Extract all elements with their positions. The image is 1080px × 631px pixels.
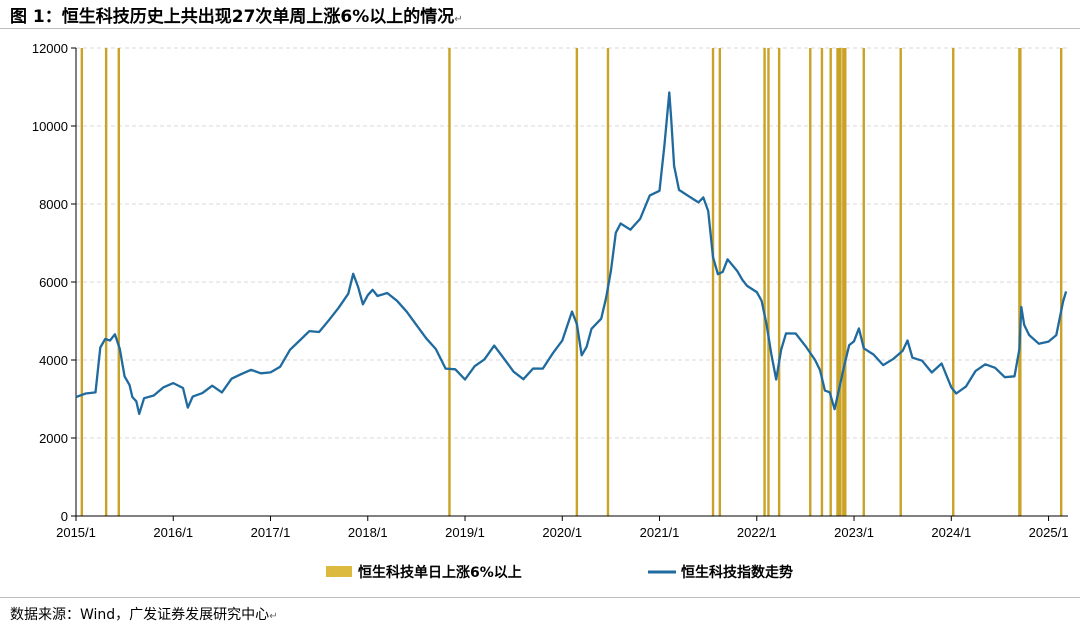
title-divider bbox=[0, 28, 1080, 29]
surge-week-bar bbox=[809, 48, 812, 516]
legend-label-index: 恒生科技指数走势 bbox=[681, 564, 793, 581]
surge-week-bar bbox=[1059, 48, 1063, 516]
index-series-line bbox=[75, 91, 1068, 416]
surge-week-bar bbox=[575, 48, 579, 516]
y-tick-label: 2000 bbox=[39, 431, 68, 446]
surge-week-bar bbox=[777, 48, 781, 516]
x-tick-label: 2022/1 bbox=[737, 525, 777, 540]
x-tick-label: 2019/1 bbox=[445, 525, 485, 540]
x-tick-label: 2018/1 bbox=[348, 525, 388, 540]
x-tick-label: 2020/1 bbox=[542, 525, 582, 540]
y-tick-label: 4000 bbox=[39, 353, 68, 368]
surge-week-bar bbox=[718, 48, 722, 516]
surge-week-bar bbox=[448, 48, 451, 516]
source-text: 数据来源：Wind，广发证券发展研究中心 bbox=[10, 607, 270, 623]
x-tick-label: 2016/1 bbox=[153, 525, 193, 540]
surge-week-bar bbox=[899, 48, 902, 516]
surge-week-bar bbox=[839, 48, 842, 516]
chart-figure: 0 2000 4000 6000 8000 10000 12000 2015/1 2016/1 2… bbox=[32, 41, 1069, 581]
x-tick-label: 2015/1 bbox=[56, 525, 96, 540]
return-mark: ↵ bbox=[454, 14, 463, 25]
y-tick-label: 12000 bbox=[32, 41, 68, 56]
chart-title: 图 1：恒生科技历史上共出现27次单周上涨6%以上的情况↵ bbox=[10, 2, 463, 27]
x-tick-label: 2024/1 bbox=[931, 525, 971, 540]
y-tick-label: 8000 bbox=[39, 197, 68, 212]
surge-week-bar bbox=[711, 48, 715, 516]
x-tick-label: 2021/1 bbox=[640, 525, 680, 540]
surge-week-bar bbox=[1019, 48, 1022, 516]
surge-week-bar bbox=[952, 48, 955, 516]
surge-week-bar bbox=[767, 48, 770, 516]
y-tick-label: 10000 bbox=[32, 119, 68, 134]
return-mark: ↵ bbox=[269, 611, 278, 622]
chart-title-text: 图 1：恒生科技历史上共出现27次单周上涨6%以上的情况 bbox=[10, 7, 455, 27]
surge-week-bar bbox=[117, 48, 120, 516]
x-tick-label: 2017/1 bbox=[251, 525, 291, 540]
legend-swatch-surge bbox=[326, 566, 352, 577]
surge-week-bar bbox=[763, 48, 766, 516]
x-tick-label: 2023/1 bbox=[834, 525, 874, 540]
source-note: 数据来源：Wind，广发证券发展研究中心↵ bbox=[10, 604, 278, 624]
surge-week-bar bbox=[829, 48, 832, 516]
x-tick-label: 2025/1 bbox=[1029, 525, 1069, 540]
surge-week-bar bbox=[862, 48, 865, 516]
surge-week-bar bbox=[820, 48, 824, 516]
surge-week-bar bbox=[104, 48, 108, 516]
y-tick-label: 0 bbox=[61, 509, 68, 524]
legend-label-surge: 恒生科技单日上涨6%以上 bbox=[358, 564, 522, 581]
surge-week-bar bbox=[80, 48, 84, 516]
y-tick-label: 6000 bbox=[39, 275, 68, 290]
surge-week-bar bbox=[844, 48, 847, 516]
source-divider bbox=[0, 597, 1080, 598]
